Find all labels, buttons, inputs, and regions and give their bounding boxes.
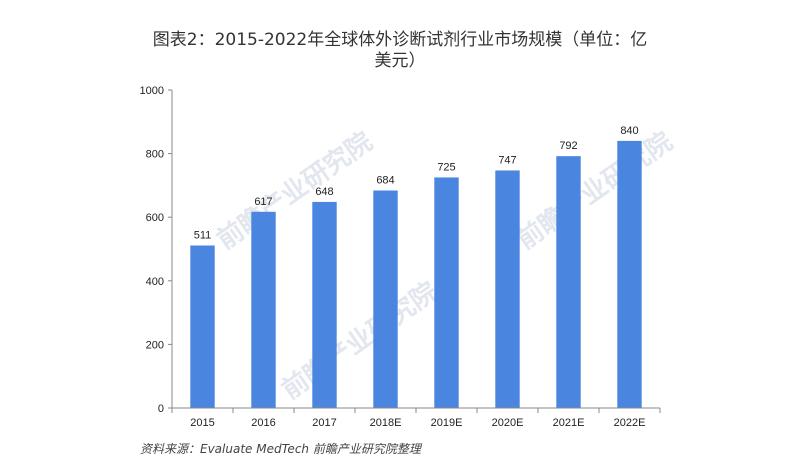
- x-tick-label: 2016: [251, 417, 275, 429]
- data-label: 617: [254, 196, 272, 208]
- data-label: 792: [559, 140, 577, 152]
- data-label: 747: [498, 154, 516, 166]
- data-label: 684: [376, 174, 394, 186]
- x-tick-label: 2022E: [614, 417, 646, 429]
- watermark-text: 前瞻产业研究院: [511, 126, 678, 256]
- x-tick-label: 2021E: [553, 417, 585, 429]
- bar: [495, 170, 520, 408]
- y-tick-label: 400: [146, 276, 164, 288]
- data-label: 511: [194, 230, 212, 242]
- y-axis: 0 200 400 600 800 1000: [140, 85, 173, 415]
- y-tick-label: 200: [146, 339, 164, 351]
- bar: [617, 140, 642, 408]
- chart-title: 图表2：2015-2022年全球体外诊断试剂行业市场规模（单位：亿美元）: [152, 30, 648, 71]
- x-tick-label: 2019E: [431, 417, 463, 429]
- x-tick-label: 2015: [190, 417, 214, 429]
- x-tick-label: 2018E: [370, 417, 402, 429]
- bar: [251, 211, 276, 408]
- data-label: 725: [437, 161, 455, 173]
- y-tick-label: 800: [146, 149, 164, 161]
- y-tick-label: 600: [146, 212, 164, 224]
- bar: [190, 245, 215, 408]
- watermark-text: 前瞻产业研究院: [211, 126, 378, 256]
- x-tick-label: 2017: [312, 417, 336, 429]
- y-tick-label: 1000: [140, 85, 164, 97]
- data-label: 840: [620, 125, 638, 137]
- data-label: 648: [315, 186, 333, 198]
- source-note: 资料来源：Evaluate MedTech 前瞻产业研究院整理: [140, 442, 421, 456]
- bar: [556, 156, 581, 408]
- bars: 511 617 648 684 725 747 792 840: [190, 125, 642, 408]
- y-tick-label: 0: [158, 403, 164, 415]
- watermark-text: 前瞻产业研究院: [276, 276, 443, 406]
- x-axis: 2015 2016 2017 2018E 2019E 2020E 2021E 2022E: [171, 407, 661, 429]
- bar: [312, 201, 337, 408]
- x-tick-label: 2020E: [492, 417, 524, 429]
- bar: [373, 190, 398, 408]
- bar: [434, 177, 459, 408]
